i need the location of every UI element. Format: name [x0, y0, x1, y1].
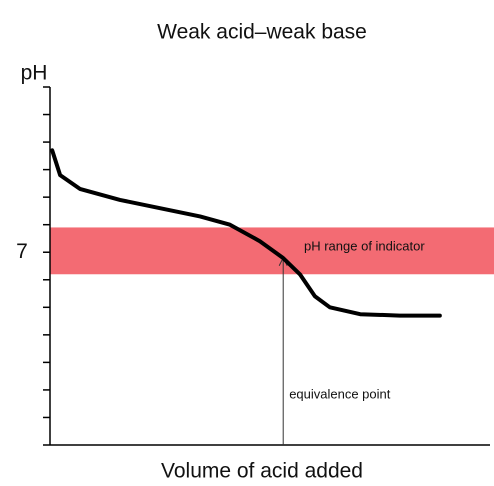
y-axis-label: pH — [21, 62, 48, 85]
y-tick-label: 7 — [16, 240, 28, 263]
equivalence-label: equivalence point — [289, 386, 391, 401]
chart-title: Weak acid–weak base — [157, 21, 367, 44]
titration-curve — [50, 148, 442, 318]
x-axis-label: Volume of acid added — [161, 460, 363, 483]
indicator-label: pH range of indicator — [304, 238, 425, 253]
